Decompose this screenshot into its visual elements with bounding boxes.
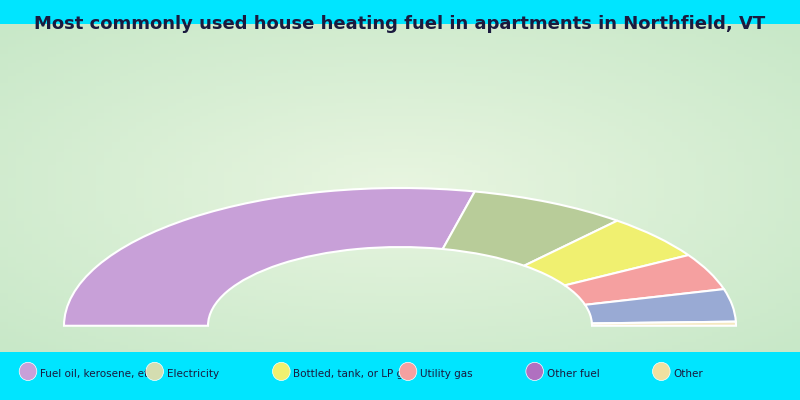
Text: Most commonly used house heating fuel in apartments in Northfield, VT: Most commonly used house heating fuel in… (34, 15, 766, 33)
Ellipse shape (399, 362, 417, 380)
Ellipse shape (526, 362, 543, 380)
Ellipse shape (19, 362, 37, 380)
Wedge shape (442, 192, 618, 266)
Wedge shape (565, 255, 724, 305)
Wedge shape (524, 221, 689, 285)
Text: Fuel oil, kerosene, etc.: Fuel oil, kerosene, etc. (40, 369, 158, 379)
Wedge shape (64, 188, 474, 326)
Wedge shape (585, 289, 736, 324)
Ellipse shape (653, 362, 670, 380)
Text: Other: Other (674, 369, 703, 379)
Text: Bottled, tank, or LP gas: Bottled, tank, or LP gas (294, 369, 415, 379)
Text: Other fuel: Other fuel (546, 369, 599, 379)
Ellipse shape (146, 362, 163, 380)
Text: Electricity: Electricity (166, 369, 218, 379)
Ellipse shape (273, 362, 290, 380)
Wedge shape (592, 322, 736, 326)
Text: Utility gas: Utility gas (420, 369, 473, 379)
